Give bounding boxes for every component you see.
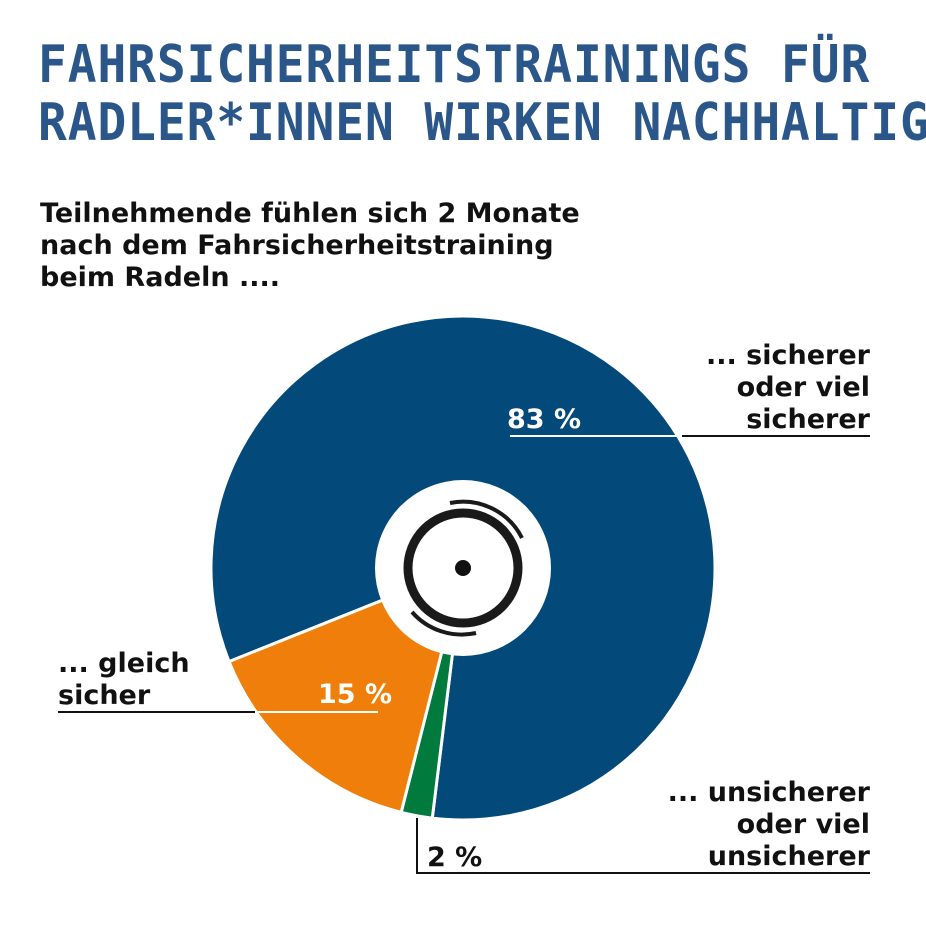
subtitle-line-1: Teilnehmende fühlen sich 2 Monate [40, 198, 580, 229]
leader-line-unsicherer [416, 818, 870, 874]
value-label-2: 2 % [427, 842, 482, 873]
page-title: FAHRSICHERHEITSTRAININGS FÜR RADLER*INNE… [38, 36, 926, 152]
subtitle-line-3: beim Radeln .... [40, 262, 280, 293]
category-label-unsicherer-3: unsicherer [708, 841, 871, 872]
category-label-gleich-1: ... gleich [58, 648, 190, 679]
title-line-2: RADLER*INNEN WIRKEN NACHHALTIG! [38, 93, 926, 153]
category-label-sicherer-2: oder viel [737, 372, 870, 403]
category-label-unsicherer-2: oder viel [737, 809, 870, 840]
wheel-icon [403, 499, 524, 637]
pie-slice-0 [209, 314, 717, 822]
category-label-sicherer-1: ... sicherer [706, 340, 871, 371]
category-label-sicherer-3: sicherer [746, 404, 870, 435]
title-line-1: FAHRSICHERHEITSTRAININGS FÜR [38, 35, 871, 95]
value-label-83: 83 % [507, 404, 581, 435]
subtitle: Teilnehmende fühlen sich 2 Monate nach d… [40, 198, 640, 294]
value-label-15: 15 % [318, 679, 392, 710]
subtitle-line-2: nach dem Fahrsicherheitstraining [40, 230, 554, 261]
category-label-gleich-2: sicher [58, 680, 151, 711]
category-label-unsicherer-1: ... unsicherer [668, 777, 871, 808]
